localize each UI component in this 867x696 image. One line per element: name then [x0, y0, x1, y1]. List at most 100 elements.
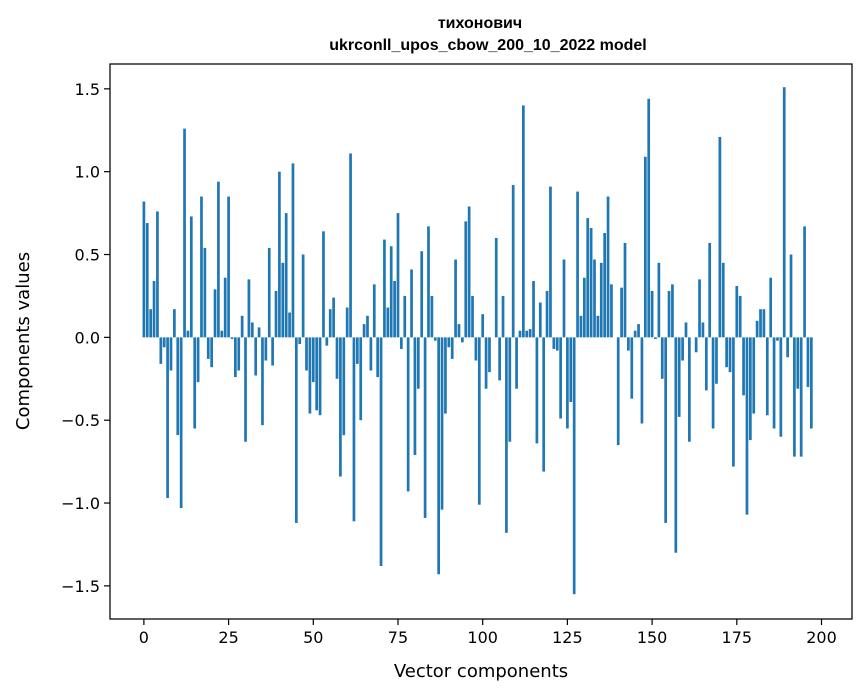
- bar-101: [484, 337, 488, 389]
- bar-189: [782, 87, 786, 338]
- bar-77: [403, 295, 407, 338]
- bar-42: [284, 213, 288, 338]
- bar-23: [220, 330, 224, 338]
- bar-80: [413, 337, 417, 455]
- bar-131: [586, 218, 590, 338]
- bar-86: [433, 337, 437, 341]
- bar-26: [230, 337, 234, 340]
- bar-136: [603, 232, 607, 338]
- bar-98: [474, 337, 478, 361]
- bar-68: [372, 284, 376, 338]
- bar-62: [352, 337, 356, 522]
- bar-169: [715, 337, 718, 384]
- bar-113: [525, 330, 529, 338]
- bar-25: [227, 196, 230, 338]
- bar-37: [267, 247, 271, 338]
- bar-115: [532, 281, 535, 338]
- bar-22: [217, 181, 220, 338]
- bar-48: [305, 337, 308, 371]
- bar-51: [315, 337, 319, 411]
- bar-87: [437, 337, 440, 575]
- bar-141: [620, 287, 623, 338]
- bar-84: [427, 226, 430, 338]
- y-tick-label: −1.5: [61, 577, 100, 596]
- bar-186: [772, 337, 776, 429]
- plot-frame: [109, 63, 853, 620]
- bar-114: [528, 329, 532, 338]
- bar-192: [793, 337, 796, 457]
- bar-27: [234, 337, 237, 378]
- bar-118: [542, 337, 546, 472]
- bar-67: [369, 337, 373, 371]
- bar-46: [298, 337, 302, 344]
- bar-6: [162, 337, 166, 348]
- x-tick-label: 200: [806, 628, 837, 647]
- bar-120: [549, 186, 552, 338]
- bar-111: [518, 330, 522, 338]
- bar-153: [660, 337, 664, 379]
- bar-104: [494, 237, 498, 338]
- bar-76: [400, 337, 403, 349]
- bar-151: [654, 337, 657, 340]
- bar-196: [806, 337, 810, 388]
- bar-161: [688, 337, 691, 442]
- bar-78: [406, 337, 410, 492]
- bar-91: [450, 337, 454, 359]
- bar-112: [522, 105, 525, 338]
- bar-191: [789, 254, 793, 338]
- x-tick-label: 100: [467, 628, 498, 647]
- bar-38: [271, 337, 274, 366]
- bar-185: [769, 277, 773, 338]
- bar-71: [383, 239, 386, 338]
- bar-32: [250, 322, 254, 338]
- bar-193: [796, 337, 800, 389]
- bar-2: [149, 309, 153, 338]
- y-axis-ticks: −1.5 −1.0 −0.5 0.0 0.5 1.0 1.5: [61, 80, 110, 596]
- bar-134: [596, 315, 600, 338]
- bar-102: [488, 337, 491, 373]
- bar-47: [301, 254, 305, 338]
- bar-82: [420, 251, 424, 338]
- bar-173: [728, 337, 732, 373]
- bar-181: [755, 320, 759, 338]
- bar-127: [572, 337, 576, 595]
- y-tick-label: 0.0: [75, 328, 100, 347]
- bar-150: [650, 290, 654, 338]
- bar-160: [684, 322, 688, 338]
- bar-75: [396, 213, 400, 338]
- bar-20: [210, 337, 213, 368]
- bar-135: [599, 262, 603, 338]
- bar-182: [759, 309, 762, 338]
- bar-174: [732, 337, 735, 467]
- bar-119: [545, 290, 549, 338]
- bar-116: [535, 337, 539, 444]
- x-tick-label: 50: [303, 628, 323, 647]
- bar-164: [698, 279, 701, 338]
- bar-53: [322, 231, 325, 338]
- bar-65: [362, 324, 366, 338]
- bar-93: [457, 324, 461, 338]
- bar-41: [281, 262, 285, 338]
- bar-122: [555, 337, 559, 351]
- bar-31: [247, 279, 251, 338]
- bar-85: [430, 295, 434, 338]
- bar-30: [244, 337, 247, 442]
- bar-43: [288, 312, 291, 338]
- bars-group: [142, 87, 813, 595]
- bar-158: [677, 337, 681, 417]
- bar-194: [799, 337, 803, 457]
- bar-45: [294, 337, 298, 523]
- x-tick-label: 75: [388, 628, 408, 647]
- bar-190: [786, 337, 789, 358]
- bar-188: [779, 337, 783, 437]
- bar-133: [593, 259, 596, 338]
- bar-17: [200, 196, 203, 338]
- bar-14: [189, 216, 193, 338]
- bar-12: [183, 128, 186, 338]
- bar-73: [389, 246, 393, 338]
- x-tick-label: 0: [139, 628, 149, 647]
- bar-63: [355, 337, 359, 364]
- y-tick-label: 1.5: [75, 80, 100, 99]
- bar-157: [674, 337, 678, 553]
- bar-36: [264, 337, 268, 361]
